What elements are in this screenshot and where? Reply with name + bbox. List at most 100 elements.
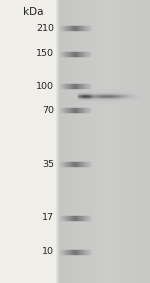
Bar (120, 98, 121, 99)
Bar (134, 100, 135, 101)
Bar (99, 92, 100, 93)
Bar (132, 93, 133, 94)
Bar (109, 100, 110, 101)
Bar (112, 91, 113, 92)
Bar (84, 91, 85, 92)
Bar (81, 97, 82, 98)
Bar (123, 99, 124, 100)
Bar (139, 99, 140, 100)
Bar (128, 92, 129, 93)
Bar (62, 0, 63, 283)
Bar (97, 90, 98, 91)
Bar (133, 96, 134, 97)
Bar (63, 0, 64, 283)
Bar (96, 96, 97, 97)
Bar (108, 0, 109, 283)
Bar (123, 92, 124, 93)
Bar (100, 91, 101, 92)
Bar (62, 52, 64, 56)
Bar (105, 99, 106, 100)
Bar (113, 92, 114, 93)
Bar (118, 96, 119, 97)
Bar (89, 216, 90, 220)
Bar (95, 97, 96, 98)
Bar (102, 99, 103, 100)
Bar (89, 95, 90, 96)
Bar (73, 0, 74, 283)
Bar (82, 93, 83, 94)
Bar (141, 94, 142, 95)
Bar (103, 95, 104, 96)
Bar (100, 101, 101, 102)
Text: 100: 100 (36, 82, 54, 91)
Bar (76, 84, 77, 88)
Bar (90, 92, 91, 93)
Bar (77, 250, 78, 254)
Bar (60, 108, 61, 112)
Bar (87, 92, 88, 93)
Bar (130, 94, 131, 95)
Bar (133, 90, 134, 91)
Bar (67, 26, 68, 30)
Bar (107, 93, 108, 94)
Bar (111, 98, 112, 99)
Bar (79, 250, 80, 254)
Bar (103, 92, 104, 93)
Bar (83, 97, 84, 98)
Bar (119, 99, 120, 100)
Bar (85, 52, 86, 56)
Bar (120, 95, 121, 96)
Bar (111, 100, 112, 101)
Bar (85, 250, 86, 254)
Bar (127, 98, 128, 99)
Bar (70, 162, 71, 166)
Bar (122, 97, 123, 98)
Bar (138, 93, 139, 94)
Bar (77, 108, 78, 112)
Bar (121, 95, 122, 96)
Bar (130, 91, 131, 92)
Bar (129, 100, 130, 101)
Bar (125, 91, 126, 92)
Bar (139, 97, 140, 98)
Bar (84, 94, 85, 95)
Bar (62, 108, 64, 112)
Bar (80, 84, 82, 88)
Bar (119, 101, 120, 102)
Bar (137, 0, 138, 283)
Bar (87, 101, 88, 102)
Bar (86, 91, 87, 92)
Bar (68, 84, 70, 88)
Bar (82, 95, 83, 96)
Bar (88, 84, 89, 88)
Bar (134, 101, 135, 102)
Bar (66, 52, 67, 56)
Bar (78, 101, 79, 102)
Bar (79, 108, 80, 112)
Bar (68, 162, 70, 166)
Bar (126, 97, 127, 98)
Bar (95, 101, 96, 102)
Bar (132, 95, 133, 96)
Bar (121, 99, 122, 100)
Bar (106, 95, 107, 96)
Bar (135, 91, 136, 92)
Bar (73, 84, 74, 88)
Bar (104, 95, 105, 96)
Bar (72, 52, 73, 56)
Bar (129, 91, 130, 92)
Bar (82, 52, 83, 56)
Bar (84, 162, 85, 166)
Bar (141, 98, 142, 99)
Bar (80, 52, 82, 56)
Bar (131, 92, 132, 93)
Bar (93, 0, 94, 283)
Bar (65, 52, 66, 56)
Bar (60, 84, 61, 88)
Bar (96, 95, 97, 96)
Bar (91, 0, 92, 283)
Bar (77, 84, 78, 88)
Bar (105, 90, 106, 91)
Bar (80, 98, 81, 99)
Bar (62, 216, 64, 220)
